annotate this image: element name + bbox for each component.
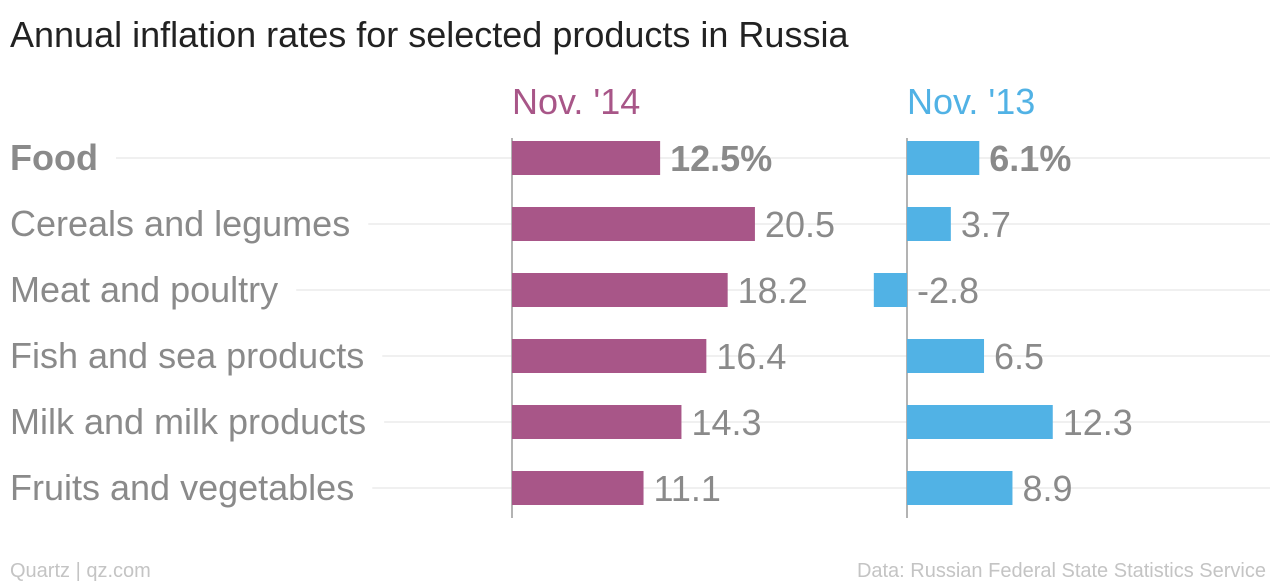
credit-text: Quartz | qz.com bbox=[10, 560, 151, 582]
value-label-cereals-and-legumes-series-0: 20.5 bbox=[765, 204, 835, 245]
bar-meat-and-poultry-series-0 bbox=[512, 273, 728, 307]
category-label-milk-and-milk-products: Milk and milk products bbox=[10, 401, 366, 442]
category-label-fish-and-sea-products: Fish and sea products bbox=[10, 335, 364, 376]
value-label-fish-and-sea-products-series-1: 6.5 bbox=[994, 336, 1044, 377]
source-text: Data: Russian Federal State Statistics S… bbox=[856, 560, 1266, 582]
bar-fruits-and-vegetables-series-0 bbox=[512, 471, 644, 505]
bar-cereals-and-legumes-series-0 bbox=[512, 207, 755, 241]
value-label-milk-and-milk-products-series-1: 12.3 bbox=[1063, 402, 1133, 443]
bar-meat-and-poultry-series-1 bbox=[873, 273, 907, 307]
bar-fish-and-sea-products-series-0 bbox=[512, 339, 707, 373]
value-label-food-series-1: 6.1% bbox=[989, 138, 1071, 179]
bar-milk-and-milk-products-series-0 bbox=[512, 405, 682, 439]
bar-fruits-and-vegetables-series-1 bbox=[907, 471, 1013, 505]
category-label-food: Food bbox=[10, 137, 98, 178]
series-header-0: Nov. '14 bbox=[512, 81, 640, 122]
chart-title: Annual inflation rates for selected prod… bbox=[10, 14, 849, 55]
value-label-meat-and-poultry-series-0: 18.2 bbox=[738, 270, 808, 311]
bar-fish-and-sea-products-series-1 bbox=[907, 339, 985, 373]
bars bbox=[512, 141, 1053, 505]
bar-cereals-and-legumes-series-1 bbox=[907, 207, 951, 241]
value-label-meat-and-poultry-series-1: -2.8 bbox=[917, 270, 979, 311]
category-label-cereals-and-legumes: Cereals and legumes bbox=[10, 203, 350, 244]
zero-axes bbox=[511, 138, 908, 518]
value-label-fruits-and-vegetables-series-0: 11.1 bbox=[654, 468, 721, 509]
value-label-milk-and-milk-products-series-0: 14.3 bbox=[691, 402, 761, 443]
value-label-fruits-and-vegetables-series-1: 8.9 bbox=[1022, 468, 1072, 509]
labels: Food Cereals and legumes Meat and poultry F… bbox=[10, 81, 1133, 509]
bar-milk-and-milk-products-series-1 bbox=[907, 405, 1053, 439]
category-label-fruits-and-vegetables: Fruits and vegetables bbox=[10, 467, 354, 508]
value-label-cereals-and-legumes-series-1: 3.7 bbox=[961, 204, 1011, 245]
series-header-1: Nov. '13 bbox=[907, 81, 1035, 122]
bar-food-series-0 bbox=[512, 141, 661, 175]
category-label-meat-and-poultry: Meat and poultry bbox=[10, 269, 278, 310]
bar-food-series-1 bbox=[907, 141, 980, 175]
value-label-food-series-0: 12.5% bbox=[670, 138, 772, 179]
value-label-fish-and-sea-products-series-0: 16.4 bbox=[716, 336, 786, 377]
